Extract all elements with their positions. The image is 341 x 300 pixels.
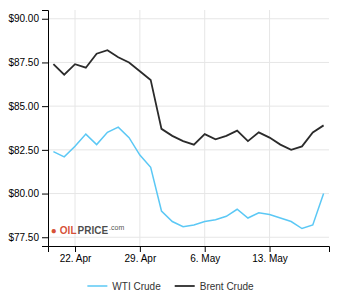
x-axis-line	[49, 247, 330, 253]
grid-line-y	[48, 18, 329, 19]
watermark-text: OIL	[60, 225, 77, 236]
grid-line-y	[48, 237, 329, 238]
y-tick-mark	[42, 106, 48, 107]
grid	[48, 10, 329, 246]
x-tick-label: 13. May	[252, 253, 288, 264]
watermark-text: .com	[109, 224, 124, 231]
y-tick: $80.00	[8, 188, 48, 199]
grid-line-y	[48, 106, 329, 107]
x-tick-label: 6. May	[190, 253, 220, 264]
grid-line-x	[75, 10, 76, 246]
y-tick: $82.50	[8, 145, 48, 156]
x-tick-label: 29. Apr	[125, 253, 157, 264]
y-tick-label: $82.50	[8, 145, 39, 156]
legend-swatch	[175, 285, 195, 287]
x-axis: 22. Apr 29. Apr 6. May 13. May	[49, 246, 330, 264]
y-tick-label: $90.00	[8, 13, 39, 24]
legend-item: Brent Crude	[175, 281, 254, 292]
grid-line-y	[48, 193, 329, 194]
legend-swatch	[87, 285, 107, 287]
legend-item: WTI Crude	[87, 281, 161, 292]
y-tick-mark	[42, 194, 48, 195]
x-tick-label: 22. Apr	[60, 253, 92, 264]
series-line	[53, 50, 323, 150]
y-tick-mark	[42, 62, 48, 63]
y-tick-label: $87.50	[8, 57, 39, 68]
grid-line-y	[48, 149, 329, 150]
y-tick: $85.00	[8, 101, 48, 112]
legend: WTI Crude Brent Crude	[87, 281, 254, 292]
x-tick-mark	[75, 246, 76, 252]
y-tick-mark	[42, 19, 48, 20]
x-tick: 13. May	[252, 246, 288, 264]
x-tick-mark	[270, 246, 271, 252]
grid-line-x	[269, 10, 270, 246]
plot-area	[53, 50, 323, 228]
x-tick: 22. Apr	[60, 246, 92, 264]
y-tick-label: $80.00	[8, 188, 39, 199]
y-tick-label: $85.00	[8, 101, 39, 112]
x-tick-mark	[205, 246, 206, 252]
y-axis-line	[42, 11, 49, 247]
x-tick: 6. May	[190, 246, 220, 264]
y-tick: $77.50	[8, 232, 48, 243]
y-tick-mark	[42, 150, 48, 151]
y-tick-label: $77.50	[8, 232, 39, 243]
grid-line-x	[139, 10, 140, 246]
x-tick: 29. Apr	[125, 246, 157, 264]
y-tick-mark	[42, 237, 48, 238]
legend-label: WTI Crude	[112, 281, 161, 292]
chart: $77.50 $80.00 $82.50 $85.00 $87.50 $90.00 22. …	[0, 0, 341, 300]
grid-line-x	[204, 10, 205, 246]
watermark-text: PRICE	[78, 225, 109, 236]
y-tick: $87.50	[8, 57, 48, 68]
x-tick-mark	[140, 246, 141, 252]
y-axis: $77.50 $80.00 $82.50 $85.00 $87.50 $90.00	[8, 11, 48, 247]
watermark-text: ●	[51, 225, 57, 236]
y-tick: $90.00	[8, 13, 48, 24]
watermark: ●OILPRICE.com	[51, 224, 125, 236]
legend-label: Brent Crude	[200, 281, 254, 292]
